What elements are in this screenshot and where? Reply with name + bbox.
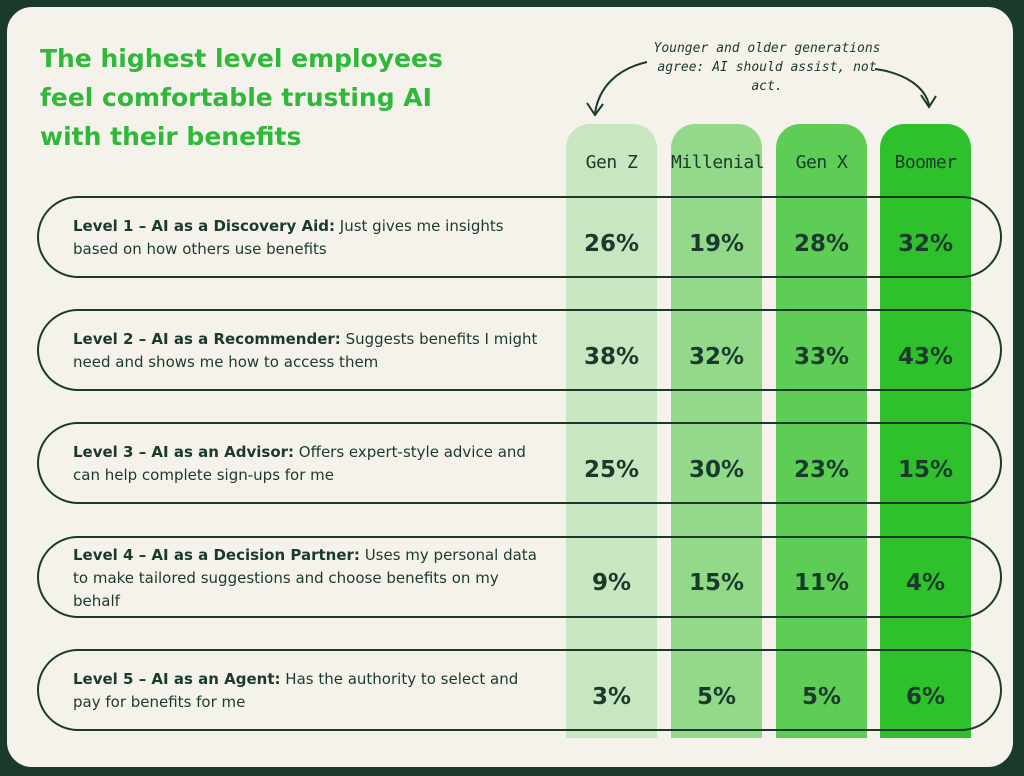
- value-cell: 32%: [688, 344, 745, 370]
- column-millenial: [671, 124, 762, 738]
- value-cell: 43%: [897, 344, 954, 370]
- value-cell: 15%: [688, 570, 745, 596]
- value-cell: 38%: [583, 344, 640, 370]
- value-cell: 4%: [905, 570, 946, 596]
- level-title: Level 3 – AI as an Advisor:: [73, 443, 295, 461]
- value-cell: 25%: [583, 457, 640, 483]
- chart-title: The highest level employees feel comfort…: [40, 44, 443, 151]
- level-description: Uses my personal data to make tailored s…: [73, 546, 537, 610]
- level-row: [37, 196, 1002, 278]
- level-title: Level 1 – AI as a Discovery Aid:: [73, 217, 336, 235]
- header-millenial: Millenial: [671, 152, 765, 173]
- annotation-line-1: Younger and older generations: [653, 41, 881, 56]
- level-description: Suggests benefits I might need and shows…: [73, 330, 538, 371]
- level-row: [37, 422, 1002, 504]
- value-cell: 26%: [583, 231, 640, 257]
- value-cell: 30%: [688, 457, 745, 483]
- level-label: Level 5 – AI as an Agent: Has the author…: [73, 668, 543, 714]
- value-cell: 15%: [897, 457, 954, 483]
- arrow-right-head-icon: [920, 94, 937, 109]
- level-title: Level 5 – AI as an Agent:: [73, 670, 281, 688]
- column-gen-x: [776, 124, 867, 738]
- header-boomer: Boomer: [894, 152, 957, 173]
- value-cell: 23%: [793, 457, 850, 483]
- level-description: Has the authority to select and pay for …: [73, 670, 519, 711]
- value-cell: 5%: [801, 684, 842, 710]
- level-label: Level 1 – AI as a Discovery Aid: Just gi…: [73, 215, 543, 261]
- value-cell: 5%: [696, 684, 737, 710]
- level-label: Level 2 – AI as a Recommender: Suggests …: [73, 328, 543, 374]
- level-label: Level 3 – AI as an Advisor: Offers exper…: [73, 441, 543, 487]
- annotation-arrows: [586, 61, 937, 117]
- annotation-note: Younger and older generations agree: AI …: [647, 39, 887, 96]
- value-cell: 6%: [905, 684, 946, 710]
- value-cell: 32%: [897, 231, 954, 257]
- level-description: Just gives me insights based on how othe…: [73, 217, 504, 258]
- level-title: Level 2 – AI as a Recommender:: [73, 330, 341, 348]
- column-boomer: [880, 124, 971, 738]
- infographic-card: The highest level employees feel comfort…: [4, 4, 1016, 770]
- value-cell: 19%: [688, 231, 745, 257]
- level-description: Offers expert-style advice and can help …: [73, 443, 526, 484]
- level-row: [37, 536, 1002, 618]
- level-title: Level 4 – AI as a Decision Partner:: [73, 546, 360, 564]
- arrow-left-head-icon: [586, 102, 604, 117]
- value-cell: 28%: [793, 231, 850, 257]
- arrow-left-icon: [594, 61, 648, 114]
- arrow-right-icon: [874, 68, 930, 106]
- value-cell: 9%: [591, 570, 632, 596]
- value-cell: 3%: [591, 684, 632, 710]
- level-row: [37, 309, 1002, 391]
- value-cell: 11%: [793, 570, 850, 596]
- level-label: Level 4 – AI as a Decision Partner: Uses…: [73, 544, 543, 613]
- annotation-line-2: agree: AI should assist, not act.: [657, 60, 877, 94]
- value-cell: 33%: [793, 344, 850, 370]
- level-row: [37, 649, 1002, 731]
- column-gen-z: [566, 124, 657, 738]
- header-gen-x: Gen X: [795, 152, 848, 173]
- header-gen-z: Gen Z: [585, 152, 638, 173]
